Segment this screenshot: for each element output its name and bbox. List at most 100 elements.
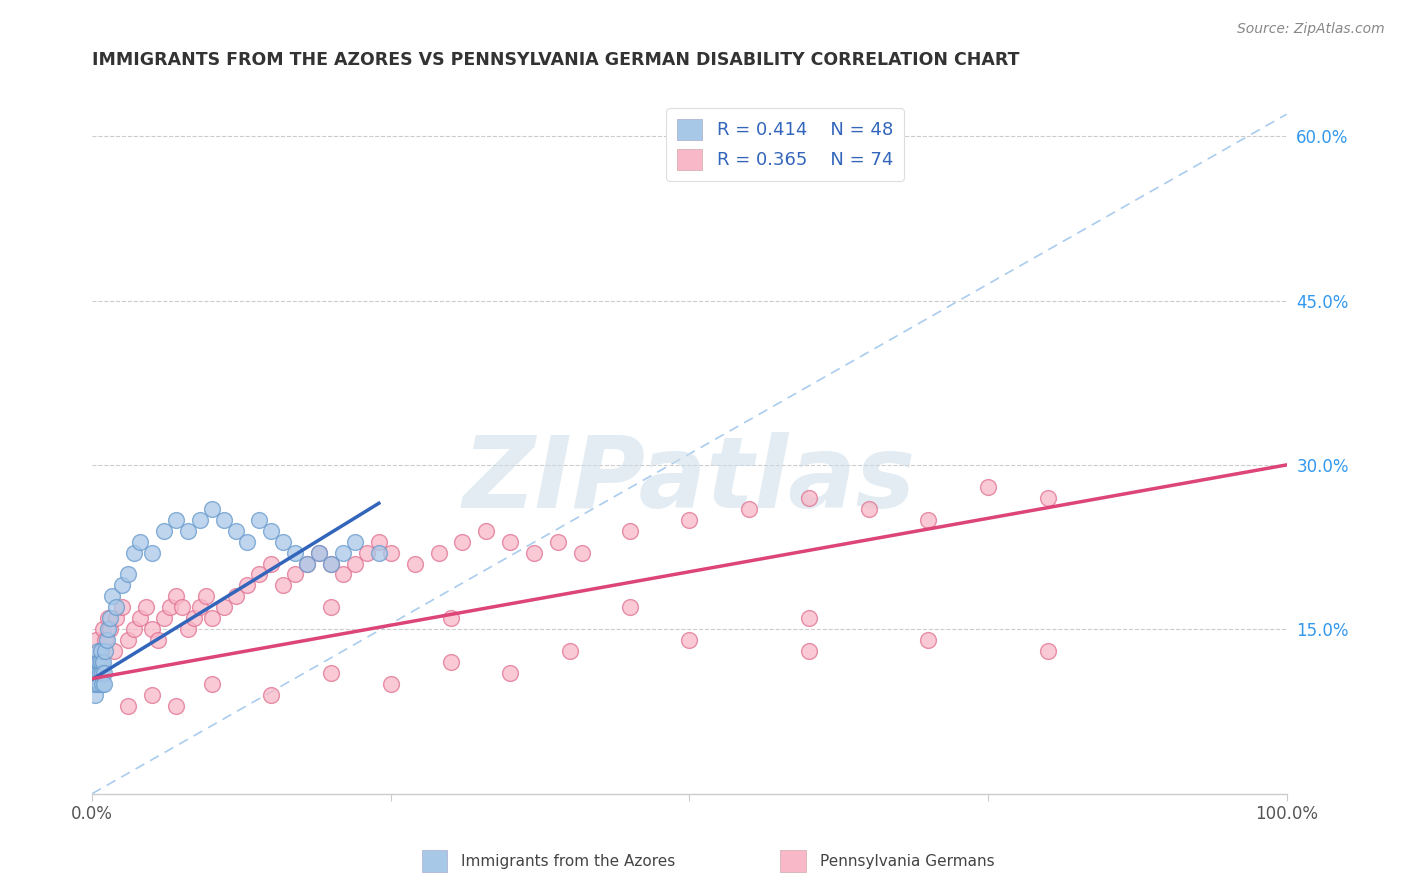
Point — [319, 557, 342, 571]
Point — [129, 611, 152, 625]
Point — [499, 666, 522, 681]
Point — [183, 611, 205, 625]
Point — [201, 501, 224, 516]
Point — [619, 600, 641, 615]
Point — [82, 677, 104, 691]
Point — [122, 622, 145, 636]
Point — [1036, 644, 1059, 658]
Point — [367, 534, 389, 549]
Point — [260, 688, 283, 702]
Point — [165, 513, 187, 527]
Point — [105, 600, 128, 615]
Point — [86, 655, 108, 669]
Point — [380, 677, 402, 691]
Point — [332, 545, 354, 559]
Point — [90, 666, 112, 681]
Point — [94, 644, 117, 658]
Point — [86, 677, 108, 691]
Point — [977, 480, 1000, 494]
Point — [797, 491, 820, 505]
Point — [427, 545, 450, 559]
Point — [117, 567, 139, 582]
Text: Immigrants from the Azores: Immigrants from the Azores — [461, 854, 675, 869]
Point — [83, 677, 105, 691]
Point — [153, 611, 176, 625]
Text: ZIPatlas: ZIPatlas — [463, 432, 915, 529]
Point — [319, 600, 342, 615]
Point — [212, 513, 235, 527]
Point — [332, 567, 354, 582]
Text: IMMIGRANTS FROM THE AZORES VS PENNSYLVANIA GERMAN DISABILITY CORRELATION CHART: IMMIGRANTS FROM THE AZORES VS PENNSYLVAN… — [93, 51, 1019, 69]
Point — [499, 534, 522, 549]
Point — [439, 655, 461, 669]
Point — [225, 590, 247, 604]
Point — [87, 655, 110, 669]
Point — [146, 633, 169, 648]
Point — [129, 534, 152, 549]
Point — [194, 590, 217, 604]
Point — [295, 557, 318, 571]
Point — [439, 611, 461, 625]
Point — [308, 545, 330, 559]
Point — [89, 666, 111, 681]
Point — [165, 590, 187, 604]
Point — [111, 600, 134, 615]
Point — [738, 501, 761, 516]
Bar — [422, 850, 447, 872]
Point — [93, 666, 115, 681]
Point — [117, 698, 139, 713]
Point — [212, 600, 235, 615]
Text: Pennsylvania Germans: Pennsylvania Germans — [820, 854, 994, 869]
Point — [678, 633, 700, 648]
Point — [141, 545, 163, 559]
Point — [94, 633, 117, 648]
Text: Source: ZipAtlas.com: Source: ZipAtlas.com — [1237, 22, 1385, 37]
Point — [271, 534, 294, 549]
Point — [558, 644, 581, 658]
Point — [83, 666, 105, 681]
Point — [308, 545, 330, 559]
Point — [367, 545, 389, 559]
Bar — [780, 850, 806, 872]
Point — [201, 611, 224, 625]
Point — [797, 644, 820, 658]
Point — [91, 622, 114, 636]
Point — [619, 524, 641, 538]
Point — [135, 600, 157, 615]
Point — [188, 513, 211, 527]
Point — [97, 611, 120, 625]
Point — [295, 557, 318, 571]
Point — [343, 534, 366, 549]
Point — [177, 622, 200, 636]
Point — [98, 622, 121, 636]
Point — [87, 644, 110, 658]
Point — [475, 524, 498, 538]
Point — [97, 622, 120, 636]
Point — [451, 534, 474, 549]
Point — [91, 655, 114, 669]
Point — [284, 567, 307, 582]
Point — [797, 611, 820, 625]
Point — [86, 666, 108, 681]
Point — [247, 567, 270, 582]
Point — [96, 633, 118, 648]
Point — [153, 524, 176, 538]
Point — [343, 557, 366, 571]
Point — [105, 611, 128, 625]
Point — [101, 590, 124, 604]
Point — [858, 501, 880, 516]
Point — [84, 633, 107, 648]
Point — [165, 698, 187, 713]
Point — [271, 578, 294, 592]
Point — [177, 524, 200, 538]
Point — [1036, 491, 1059, 505]
Point — [571, 545, 593, 559]
Point — [188, 600, 211, 615]
Point — [84, 666, 107, 681]
Point — [236, 534, 259, 549]
Point — [236, 578, 259, 592]
Point — [284, 545, 307, 559]
Point — [319, 666, 342, 681]
Point — [260, 557, 283, 571]
Point — [159, 600, 181, 615]
